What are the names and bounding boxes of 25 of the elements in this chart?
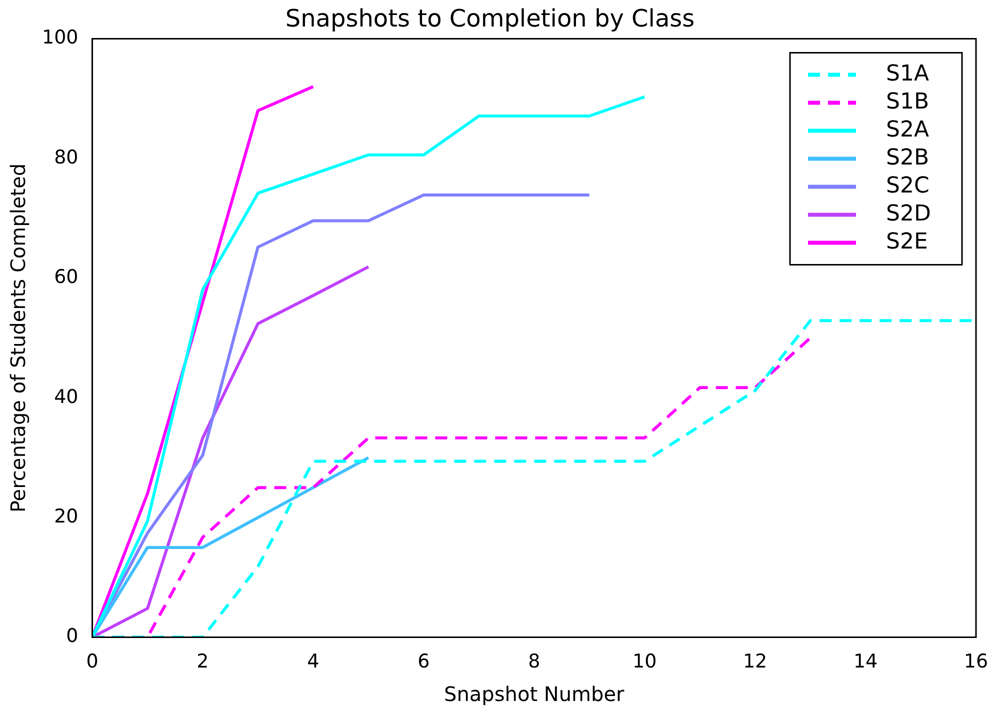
y-tick-label: 60 [54, 266, 78, 288]
chart-title: Snapshots to Completion by Class [285, 4, 695, 33]
legend-label: S2C [886, 174, 930, 199]
x-tick-label: 2 [196, 650, 209, 673]
legend-label: S2D [886, 202, 931, 227]
legend-label: S2A [886, 118, 930, 143]
x-tick-label: 4 [307, 650, 320, 673]
x-tick-label: 16 [964, 650, 988, 673]
y-tick-label: 40 [54, 386, 78, 408]
y-tick-label: 100 [42, 26, 78, 49]
x-tick-label: 6 [418, 650, 430, 673]
y-tick-label: 80 [54, 146, 78, 168]
legend-label: S1A [886, 62, 930, 87]
x-tick-label: 14 [853, 650, 878, 673]
y-tick-label: 0 [66, 625, 78, 648]
x-tick-label: 0 [86, 650, 98, 673]
x-axis-title: Snapshot Number [444, 682, 626, 706]
legend-label: S1B [886, 90, 930, 115]
x-tick-label: 12 [742, 650, 768, 673]
legend-label: S2E [886, 230, 928, 255]
y-axis-title: Percentage of Students Completed [6, 163, 30, 513]
x-tick-label: 8 [528, 650, 540, 673]
x-tick-label: 10 [632, 650, 657, 673]
legend-label: S2B [886, 146, 930, 171]
y-tick-label: 20 [54, 505, 78, 528]
